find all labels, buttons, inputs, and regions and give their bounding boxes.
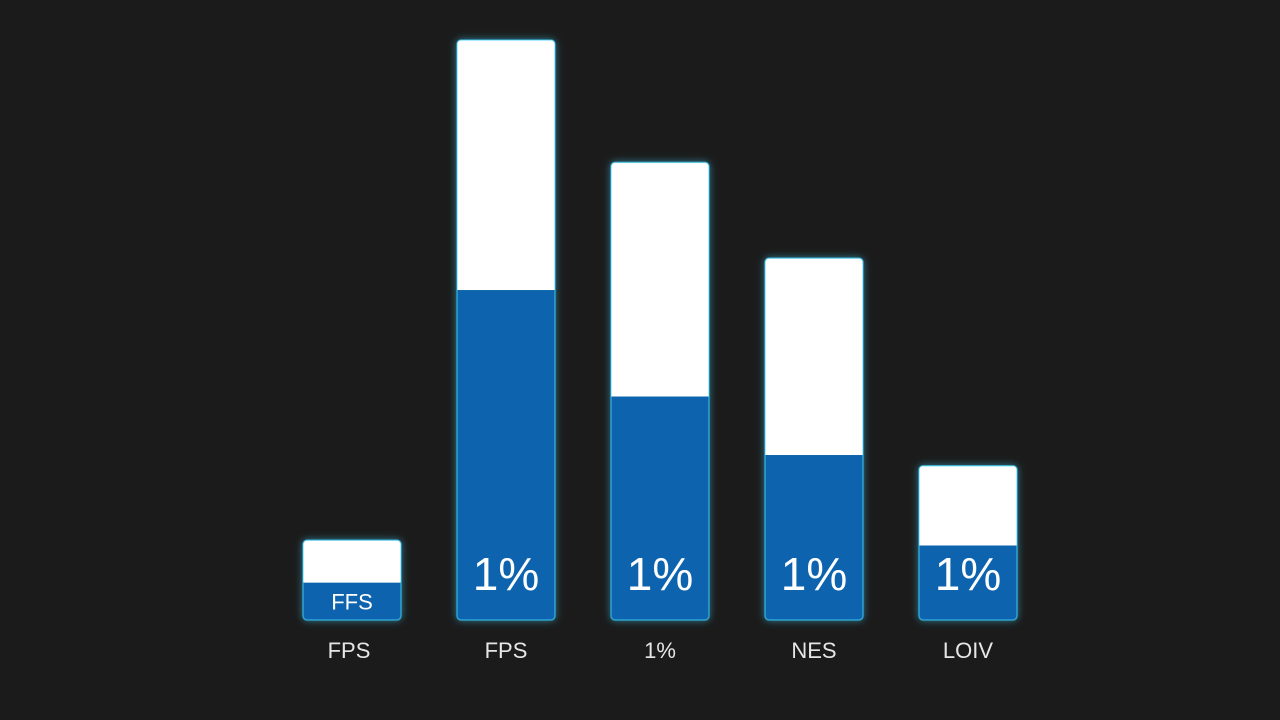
bar-3-white-segment	[611, 162, 709, 397]
bar-1-blue-segment	[303, 582, 401, 620]
bar-5-value-label: 1%	[935, 548, 1001, 600]
bars-group: FFS 1% 1% 1% 1%	[302, 39, 1018, 621]
bar-5-white-segment	[919, 465, 1017, 546]
bar-1	[302, 539, 402, 621]
bar-3-value-label: 1%	[627, 548, 693, 600]
bar-2-value-label: 1%	[473, 548, 539, 600]
bar-4-blue-segment	[765, 455, 863, 620]
category-label-3: 1%	[644, 638, 676, 663]
category-label-4: NES	[791, 638, 836, 663]
bar-5-blue-segment	[919, 545, 1017, 620]
bar-4	[764, 257, 864, 621]
category-labels-group: FPS FPS 1% NES LOIV	[328, 638, 994, 663]
bar-2-blue-segment	[457, 290, 555, 620]
category-label-1: FPS	[328, 638, 371, 663]
category-label-5: LOIV	[943, 638, 993, 663]
bar-3	[610, 161, 710, 621]
bar-1-white-segment	[303, 540, 401, 583]
bar-2-white-segment	[457, 40, 555, 291]
bar-4-white-segment	[765, 258, 863, 456]
bar-4-value-label: 1%	[781, 548, 847, 600]
bar-2	[456, 39, 556, 621]
bar-5	[918, 464, 1018, 621]
category-label-2: FPS	[485, 638, 528, 663]
bar-3-blue-segment	[611, 396, 709, 620]
bar-1-value-label: FFS	[331, 589, 373, 614]
